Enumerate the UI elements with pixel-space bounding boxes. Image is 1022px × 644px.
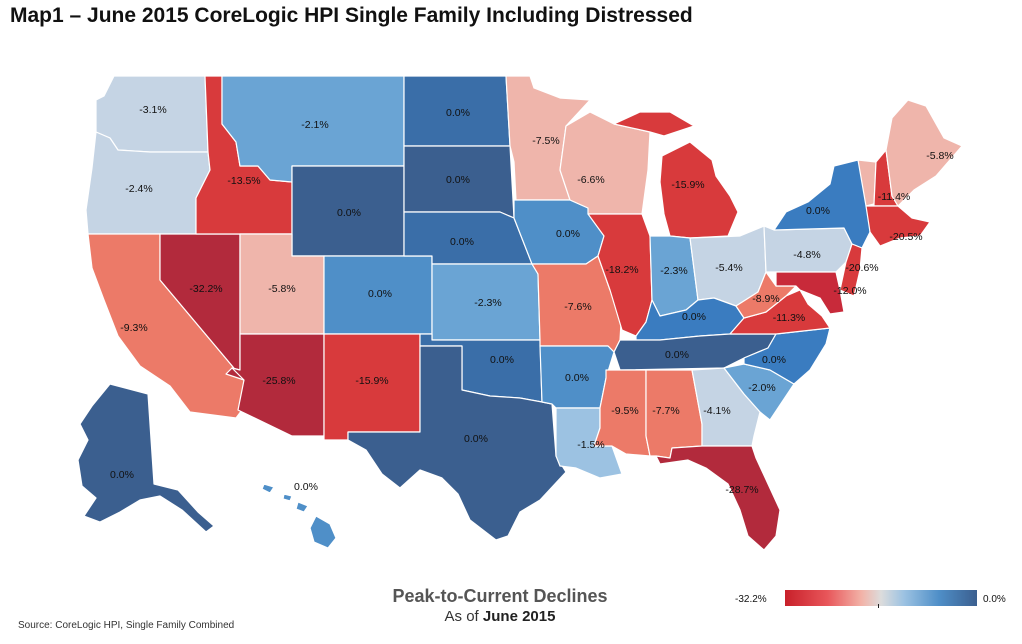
label-id: -13.5% bbox=[227, 175, 260, 187]
label-ks: -2.3% bbox=[474, 297, 501, 309]
scale-min-label: -32.2% bbox=[735, 594, 767, 605]
label-ca: -9.3% bbox=[120, 322, 147, 334]
state-mi[interactable] bbox=[613, 111, 739, 239]
label-sc: -2.0% bbox=[748, 382, 775, 394]
state-me[interactable] bbox=[885, 99, 963, 207]
label-il: -18.2% bbox=[605, 264, 638, 276]
label-la: -1.5% bbox=[577, 439, 604, 451]
label-nm: -15.9% bbox=[355, 375, 388, 387]
state-tx[interactable] bbox=[347, 345, 567, 541]
label-md: -12.0% bbox=[833, 285, 866, 297]
label-tx: 0.0% bbox=[464, 433, 488, 445]
legend-subtitle-date: June 2015 bbox=[482, 608, 556, 625]
state-md[interactable] bbox=[775, 271, 845, 315]
legend-subtitle-prefix: As of bbox=[444, 608, 479, 625]
label-ia: 0.0% bbox=[556, 228, 580, 240]
label-wa: -3.1% bbox=[139, 104, 166, 116]
label-nh: -11.4% bbox=[878, 191, 911, 203]
label-nv: -32.2% bbox=[189, 283, 222, 295]
label-co: 0.0% bbox=[368, 288, 392, 300]
label-ak: 0.0% bbox=[110, 469, 134, 481]
label-mt: -2.1% bbox=[301, 119, 328, 131]
label-mn: -7.5% bbox=[532, 135, 559, 147]
state-ma[interactable] bbox=[865, 205, 931, 247]
state-nm[interactable] bbox=[323, 333, 421, 441]
label-wi: -6.6% bbox=[577, 174, 604, 186]
state-fl[interactable] bbox=[655, 445, 781, 551]
label-sd: 0.0% bbox=[446, 174, 470, 186]
legend-title: Peak-to-Current Declines bbox=[392, 586, 608, 606]
label-me: -5.8% bbox=[926, 150, 953, 162]
state-nc[interactable] bbox=[743, 327, 831, 385]
label-oh: -5.4% bbox=[715, 262, 742, 274]
label-ny: 0.0% bbox=[806, 205, 830, 217]
label-al: -7.7% bbox=[652, 405, 679, 417]
label-in: -2.3% bbox=[660, 265, 687, 277]
label-mo: -7.6% bbox=[564, 301, 591, 313]
label-ar: 0.0% bbox=[565, 372, 589, 384]
label-fl: -28.7% bbox=[725, 484, 758, 496]
label-ky: 0.0% bbox=[682, 311, 706, 323]
label-nc: 0.0% bbox=[762, 354, 786, 366]
scale-max-label: 0.0% bbox=[983, 594, 1006, 605]
map-title: Map1 – June 2015 CoreLogic HPI Single Fa… bbox=[10, 4, 693, 27]
label-ms: -9.5% bbox=[611, 405, 638, 417]
label-wy: 0.0% bbox=[337, 207, 361, 219]
label-or: -2.4% bbox=[125, 183, 152, 195]
label-mi: -15.9% bbox=[671, 179, 704, 191]
label-nj: -20.6% bbox=[845, 262, 878, 274]
label-nd: 0.0% bbox=[446, 107, 470, 119]
label-wv: -8.9% bbox=[752, 293, 779, 305]
label-hi: 0.0% bbox=[294, 481, 318, 493]
legend-subtitle: As of June 2015 bbox=[330, 608, 670, 625]
label-ma: -20.5% bbox=[889, 231, 922, 243]
label-az: -25.8% bbox=[262, 375, 295, 387]
color-scale-tick bbox=[878, 604, 879, 608]
color-scale-bar bbox=[785, 590, 977, 606]
label-ga: -4.1% bbox=[703, 405, 730, 417]
label-va: -11.3% bbox=[773, 312, 806, 324]
state-ak[interactable] bbox=[77, 383, 215, 533]
state-hi[interactable] bbox=[261, 483, 337, 549]
source-note: Source: CoreLogic HPI, Single Family Com… bbox=[18, 620, 235, 631]
state-nj[interactable] bbox=[839, 243, 863, 297]
label-tn: 0.0% bbox=[665, 349, 689, 361]
label-pa: -4.8% bbox=[793, 249, 820, 261]
label-ut: -5.8% bbox=[268, 283, 295, 295]
label-ok: 0.0% bbox=[490, 354, 514, 366]
label-ne: 0.0% bbox=[450, 236, 474, 248]
